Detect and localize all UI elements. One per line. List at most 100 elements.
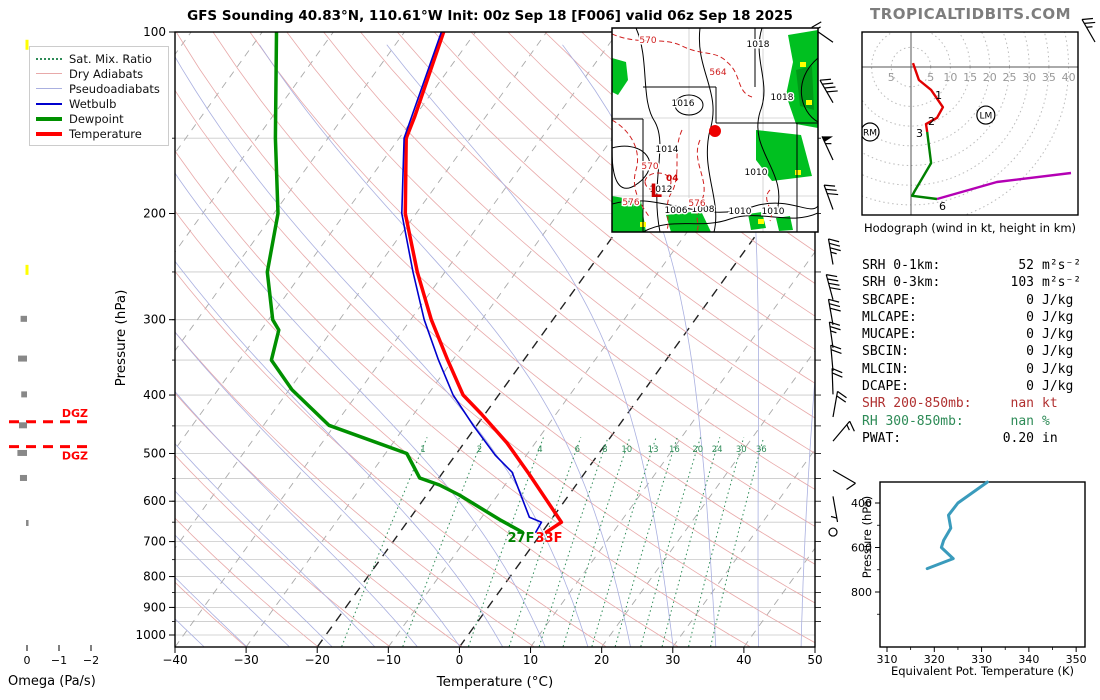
sounding-curves	[265, 32, 564, 534]
legend-item: Pseudoadiabats	[36, 81, 160, 96]
svg-text:30: 30	[665, 653, 680, 667]
stat-row: SRH 0-3km: 103 m²s⁻²	[862, 274, 1081, 291]
map-contour-label: 570	[641, 162, 658, 172]
svg-text:0: 0	[456, 653, 464, 667]
stat-unit: m²s⁻²	[1042, 275, 1082, 291]
theta-e-yaxis-label: Pressure (hPa)	[860, 495, 874, 579]
stat-label: RH 300-850mb:	[862, 413, 964, 429]
svg-text:25: 25	[1003, 71, 1017, 84]
omega-bars	[17, 39, 29, 526]
map-contour-label: 1010	[745, 168, 768, 178]
stat-value: 0	[1026, 309, 1034, 325]
svg-text:4: 4	[537, 445, 542, 455]
precip-shading	[796, 66, 814, 110]
svg-text:800: 800	[143, 570, 166, 584]
hodograph-height-label: 1	[935, 89, 942, 102]
stat-unit: kt	[1042, 396, 1058, 412]
svg-text:20: 20	[594, 653, 609, 667]
map-contour-label: 1008	[692, 205, 715, 215]
map-contour-label: 1018	[771, 93, 794, 103]
svg-text:24: 24	[712, 445, 723, 455]
legend-item-label: Wetbulb	[69, 96, 117, 111]
map-contour-label: 1006	[665, 206, 688, 216]
mslp-contour	[674, 94, 704, 116]
svg-text:1000: 1000	[135, 628, 166, 642]
svg-text:−10: −10	[376, 653, 401, 667]
mslp-contour	[635, 28, 661, 232]
stat-label: SBCAPE:	[862, 292, 917, 308]
svg-text:400: 400	[851, 497, 872, 510]
map-contour-label: 564	[709, 68, 726, 78]
legend-swatch-icon	[36, 131, 62, 136]
svg-text:15: 15	[963, 71, 977, 84]
theta-e-xaxis-label: Equivalent Pot. Temperature (K)	[890, 664, 1075, 678]
stat-unit: J/kg	[1042, 309, 1074, 325]
map-contour-label: 570	[639, 36, 656, 46]
stat-unit: J/kg	[1042, 292, 1074, 308]
stat-label: MUCAPE:	[862, 327, 917, 343]
temperature-curve	[403, 32, 564, 534]
legend-swatch-icon	[36, 102, 62, 105]
svg-text:0: 0	[24, 654, 31, 667]
stat-label: MLCIN:	[862, 361, 909, 377]
map-contour-label: 1018	[747, 40, 770, 50]
stat-row: SBCIN: 0 J/kg	[862, 343, 1081, 360]
map-contour-label: 576	[688, 199, 705, 209]
legend-item-label: Pseudoadiabats	[69, 81, 160, 96]
svg-text:−1: −1	[51, 654, 67, 667]
legend-swatch-icon	[36, 73, 62, 74]
stat-value: 0.20	[1002, 430, 1034, 446]
svg-text:6: 6	[575, 445, 580, 455]
height-contour	[612, 33, 753, 98]
stat-row: MLCAPE: 0 J/kg	[862, 309, 1081, 326]
wetbulb-curve	[401, 32, 543, 533]
stat-unit: in	[1042, 430, 1058, 446]
svg-text:8: 8	[602, 445, 607, 455]
stat-label: SRH 0-1km:	[862, 258, 941, 273]
stat-unit: m²s⁻²	[1042, 258, 1082, 273]
stat-label: DCAPE:	[862, 379, 909, 395]
low-pressure-value: 04	[666, 174, 679, 184]
svg-text:2: 2	[477, 445, 482, 455]
stat-row: SBCAPE: 0 J/kg	[862, 292, 1081, 309]
legend-swatch-icon	[36, 88, 62, 89]
svg-text:−40: −40	[162, 653, 187, 667]
legend-item: Temperature	[36, 126, 160, 141]
stat-unit: J/kg	[1042, 361, 1074, 377]
mslp-contour	[801, 57, 818, 123]
height-contour	[665, 129, 683, 232]
mslp-contour	[642, 212, 818, 232]
svg-text:310: 310	[877, 653, 898, 666]
map-inset-border	[611, 27, 819, 233]
svg-text:35: 35	[1042, 71, 1056, 84]
stat-row: SRH 0-1km: 52 m²s⁻²	[862, 257, 1081, 274]
hodograph: 5 5 10 15 20 25 30 35 40 123 6 RM LM	[862, 32, 1078, 215]
calm-wind-icon	[828, 527, 838, 537]
surface-dewpoint-label: 27F	[507, 531, 535, 546]
map-contour-label: 1014	[656, 145, 679, 155]
map-contour-label: 1016	[672, 99, 695, 109]
svg-text:30: 30	[1022, 71, 1036, 84]
svg-text:50: 50	[807, 653, 822, 667]
stat-row: RH 300-850mb: nan%	[862, 413, 1081, 430]
mslp-contour	[757, 28, 780, 215]
pressure-axis-label: Pressure (hPa)	[113, 289, 129, 387]
height-contour	[644, 172, 672, 192]
svg-text:300: 300	[143, 313, 166, 327]
svg-text:−30: −30	[233, 653, 258, 667]
svg-text:10: 10	[943, 71, 957, 84]
stat-value: 103	[1010, 275, 1034, 291]
legend-item: Wetbulb	[36, 96, 160, 111]
stat-row: MLCIN: 0 J/kg	[862, 361, 1081, 378]
svg-text:13: 13	[648, 445, 659, 455]
mixing-ratio-labels: 1 2 4 6 8 10 13 16 20 24 30 36	[420, 445, 766, 455]
stat-value: nan	[1010, 413, 1034, 429]
stat-label: SHR 200-850mb:	[862, 396, 972, 412]
stat-label: MLCAPE:	[862, 309, 917, 325]
dgz-markers: DGZ DGZ	[9, 407, 90, 463]
legend-swatch-icon	[36, 116, 62, 121]
omega-axis: 0 −1 −2	[24, 645, 99, 667]
svg-text:800: 800	[851, 586, 872, 599]
